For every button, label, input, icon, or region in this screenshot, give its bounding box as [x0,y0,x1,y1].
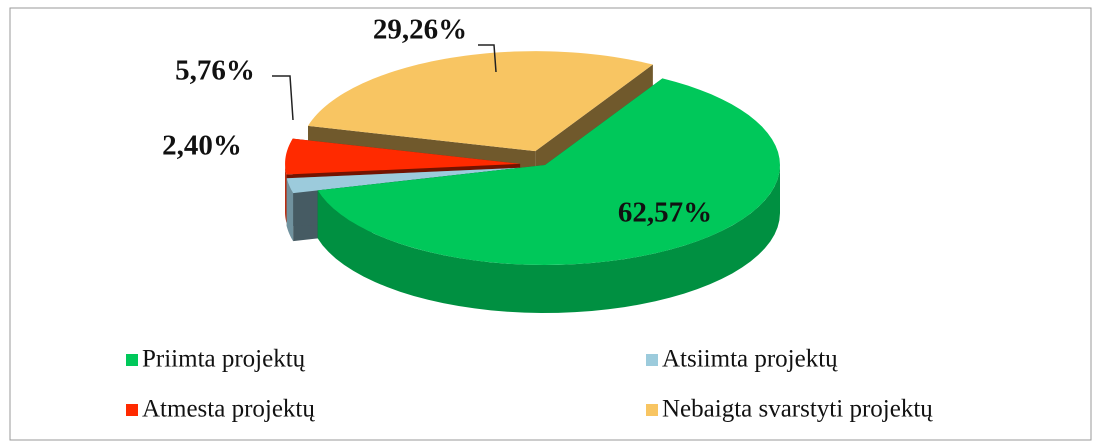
data-label: 62,57% [618,197,712,229]
slice-wall [285,163,287,223]
legend-label: Nebaigta svarstyti projektų [662,396,933,423]
legend-label: Atsiimta projektų [662,346,838,373]
slice-wall [317,165,780,313]
legend-marker [126,354,138,366]
slice-top [285,138,521,175]
legend-marker [646,354,658,366]
slice-wall [286,178,294,242]
leader-line [478,44,497,73]
legend-label: Priimta projektų [142,346,306,373]
data-label: 29,26% [373,14,467,46]
legend-marker [646,404,658,416]
data-label: 2,40% [162,130,242,162]
slice [317,78,780,313]
legend-label: Atmesta projektų [142,396,315,423]
legend-marker [126,404,138,416]
leader-line [272,75,294,121]
slice-top [308,51,653,152]
slice-top [286,167,521,194]
data-label: 5,76% [175,55,255,87]
slice-top [317,78,780,265]
